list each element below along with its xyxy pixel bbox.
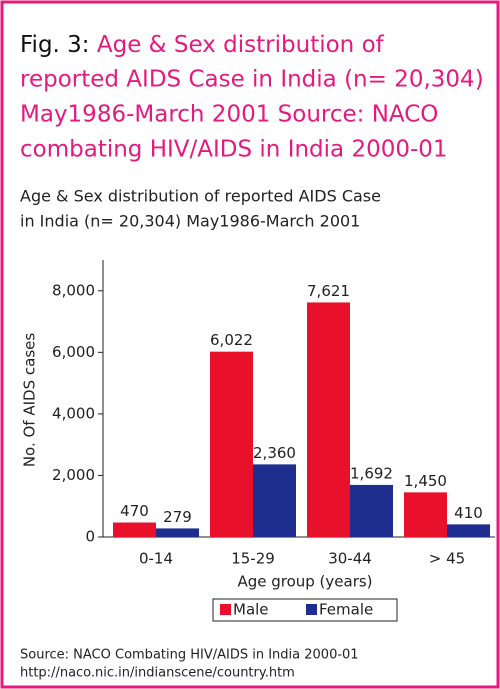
legend-label: Male (233, 601, 269, 619)
y-axis-label: No. Of AIDS cases (21, 333, 39, 468)
value-label: 410 (454, 504, 483, 522)
caption-line: reported AIDS Case in India (n= 20,304) (20, 67, 484, 93)
bar (307, 302, 350, 537)
caption-line: Fig. 3: Age & Sex distribution of (20, 32, 385, 58)
value-label: 6,022 (210, 331, 253, 349)
x-tick-label: 15-29 (231, 550, 275, 568)
source: http://naco.nic.in/indianscene/country.h… (20, 666, 295, 681)
y-tick-label: 4,000 (52, 404, 95, 422)
value-label: 1,450 (404, 472, 447, 490)
caption-line: combating HIV/AIDS in India 2000-01 (20, 137, 448, 163)
value-label: 1,692 (350, 464, 393, 482)
x-axis-label: Age group (years) (237, 573, 372, 591)
legend-label: Female (319, 601, 373, 619)
bar (447, 524, 490, 537)
caption-text: Age & Sex distribution of (97, 32, 385, 58)
chart-title: Age & Sex distribution of reported AIDS … (20, 187, 381, 206)
figure-label: Fig. 3: (20, 32, 90, 58)
x-tick-label: 30-44 (328, 550, 372, 568)
chart-title: in India (n= 20,304) May1986-March 2001 (20, 212, 360, 231)
bar (113, 522, 156, 537)
y-tick-label: 6,000 (52, 343, 95, 361)
y-tick-label: 0 (85, 528, 95, 546)
source: Source: NACO Combating HIV/AIDS in India… (20, 648, 359, 663)
bar (404, 492, 447, 537)
bar (156, 528, 199, 537)
x-tick-label: > 45 (429, 550, 465, 568)
value-label: 470 (120, 502, 149, 520)
bar (350, 484, 393, 537)
x-tick-label: 0-14 (139, 550, 173, 568)
value-label: 7,621 (307, 282, 350, 300)
caption-line: May1986-March 2001 Source: NACO (20, 102, 438, 128)
legend-box (212, 598, 398, 622)
legend-swatch (306, 604, 317, 615)
bar (253, 464, 296, 537)
value-label: 2,360 (253, 444, 296, 462)
value-label: 279 (163, 508, 192, 526)
legend-swatch (220, 604, 231, 615)
y-tick-label: 2,000 (52, 466, 95, 484)
y-tick-label: 8,000 (52, 281, 95, 299)
bar (210, 351, 253, 537)
